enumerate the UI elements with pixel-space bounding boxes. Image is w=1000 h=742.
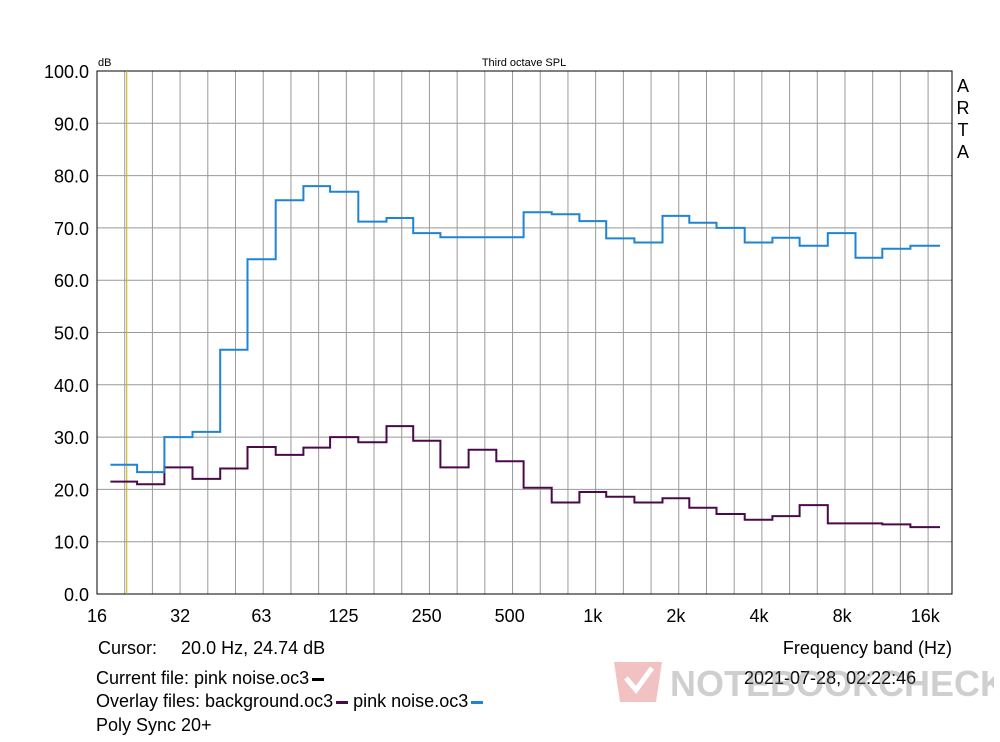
- y-tick-labels: 0.0 10.0 20.0 30.0 40.0 50.0 60.0 70.0 80.0 90.0 1…: [44, 62, 89, 605]
- cursor-readout: Cursor: 20.0 Hz, 24.74 dB: [98, 637, 325, 659]
- overlay-files: Overlay files: background.oc3 pink noise…: [96, 690, 484, 712]
- x-tick-label: 8k: [833, 606, 853, 626]
- current-file-text: Current file: pink noise.oc3: [96, 668, 310, 688]
- side-label-letter: R: [957, 98, 970, 118]
- y-tick-label: 50.0: [54, 324, 89, 344]
- x-tick-label: 4k: [750, 606, 770, 626]
- timestamp: 2021-07-28, 02:22:46: [744, 667, 916, 689]
- chart-title: Third octave SPL: [482, 57, 566, 69]
- y-tick-label: 10.0: [54, 533, 89, 553]
- timestamp-text: 2021-07-28, 02:22:46: [744, 668, 917, 688]
- x-tick-label: 16: [87, 606, 107, 626]
- grid-lines: [97, 71, 952, 594]
- current-file-swatch: [312, 677, 325, 681]
- y-tick-label: 70.0: [54, 219, 89, 239]
- cursor-label: Cursor:: [98, 638, 158, 658]
- pink-noise-series-swatch: [471, 700, 484, 704]
- y-tick-label: 100.0: [44, 62, 89, 82]
- x-tick-label: 250: [412, 606, 442, 626]
- watermark-text: NOTEBOOKCHECK: [670, 663, 994, 704]
- y-tick-label: 30.0: [54, 428, 89, 448]
- notebookcheck-logo-icon: [614, 662, 662, 702]
- y-tick-label: 0.0: [64, 585, 89, 605]
- cursor-value: 20.0 Hz, 24.74 dB: [181, 638, 326, 658]
- side-label-letter: A: [957, 142, 969, 162]
- x-tick-label: 32: [170, 606, 190, 626]
- x-tick-label: 500: [495, 606, 525, 626]
- watermark: NOTEBOOKCHECK: [614, 662, 994, 704]
- background-series-swatch: [336, 700, 349, 704]
- x-tick-label: 125: [328, 606, 358, 626]
- side-label-letter: T: [958, 120, 969, 140]
- y-axis-label: dB: [98, 57, 111, 69]
- x-tick-label: 2k: [666, 606, 686, 626]
- side-label-letter: A: [957, 76, 969, 96]
- series-layer: [110, 185, 940, 529]
- y-tick-label: 20.0: [54, 480, 89, 500]
- overlay-second-file: pink noise.oc3: [353, 691, 469, 711]
- device-name-text: Poly Sync 20+: [96, 715, 212, 735]
- overlay-files-text: Overlay files: background.oc3: [96, 691, 334, 711]
- y-tick-label: 60.0: [54, 271, 89, 291]
- background-series-line: [110, 425, 940, 529]
- x-tick-label: 63: [251, 606, 271, 626]
- x-axis-label: Frequency band (Hz): [783, 638, 952, 658]
- pink-noise-series-line: [110, 185, 940, 474]
- plot-area: [96, 70, 953, 595]
- x-tick-labels: 16 32 63 125 250 500 1k 2k 4k 8k 16k: [87, 606, 941, 626]
- x-tick-label: 16k: [911, 606, 941, 626]
- y-tick-label: 90.0: [54, 114, 89, 134]
- y-tick-label: 40.0: [54, 376, 89, 396]
- device-name: Poly Sync 20+: [96, 714, 212, 736]
- x-tick-label: 1k: [583, 606, 603, 626]
- current-file: Current file: pink noise.oc3: [96, 667, 325, 689]
- y-tick-label: 80.0: [54, 167, 89, 187]
